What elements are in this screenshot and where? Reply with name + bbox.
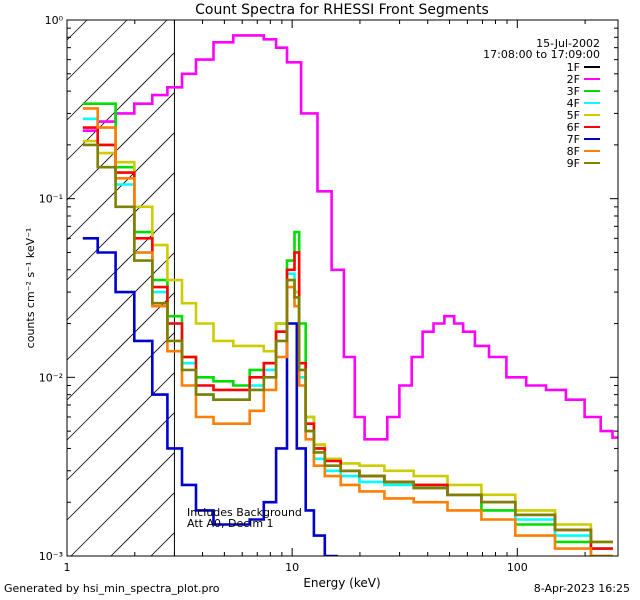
y-tick-label: 10⁻³ xyxy=(39,550,63,563)
legend-label-4F: 4F xyxy=(567,97,580,110)
time-range-label: 17:08:00 to 17:09:00 xyxy=(483,48,600,61)
x-tick-label: 10 xyxy=(285,561,299,574)
footer-generated-by: Generated by hsi_min_spectra_plot.pro xyxy=(4,582,220,595)
legend-label-5F: 5F xyxy=(567,109,580,122)
hatch-line xyxy=(66,372,175,481)
hatch-line xyxy=(66,332,175,441)
hatch-line xyxy=(66,172,175,281)
hatch-line xyxy=(66,212,175,321)
annotation-attenuator: Att A0, Decim 1 xyxy=(187,517,274,530)
x-tick-label: 1 xyxy=(64,561,71,574)
series-3F-line xyxy=(82,102,613,556)
spectra-series xyxy=(82,34,618,556)
x-tick-label: 100 xyxy=(507,561,528,574)
y-axis-label: counts cm⁻² s⁻¹ keV⁻¹ xyxy=(24,228,37,349)
legend-label-6F: 6F xyxy=(567,121,580,134)
hatch-line xyxy=(66,19,128,81)
axis-ticks: 1 10 100 10⁰ 10⁻¹ 10⁻² 10⁻³ xyxy=(39,14,618,574)
hatch-line xyxy=(66,292,175,401)
legend-label-1F: 1F xyxy=(567,61,580,74)
x-axis-label: Energy (keV) xyxy=(303,576,380,590)
hatch-line xyxy=(66,19,88,41)
y-tick-label: 10⁰ xyxy=(45,14,64,27)
annotation-background: Includes Background xyxy=(187,506,302,519)
legend-label-9F: 9F xyxy=(567,157,580,170)
series-2F-line xyxy=(82,34,618,441)
plot-frame xyxy=(66,19,619,557)
hatch-line xyxy=(66,92,175,201)
legend-label-3F: 3F xyxy=(567,85,580,98)
hatch-line xyxy=(110,492,175,557)
series-7F-line xyxy=(82,237,338,556)
hatch-line xyxy=(66,132,175,241)
legend-label-8F: 8F xyxy=(567,145,580,158)
series-5F-line xyxy=(82,139,613,544)
attenuator-hatch-region xyxy=(66,19,175,557)
chart-title: Count Spectra for RHESSI Front Segments xyxy=(195,2,489,18)
hatch-line xyxy=(70,452,175,557)
y-tick-label: 10⁻² xyxy=(39,371,63,384)
y-tick-label: 10⁻¹ xyxy=(39,193,63,206)
footer-timestamp: 8-Apr-2023 16:25 xyxy=(533,582,630,595)
legend-label-2F: 2F xyxy=(567,73,580,86)
series-8F-line xyxy=(82,107,613,556)
hatch-line xyxy=(66,412,175,521)
legend-label-7F: 7F xyxy=(567,133,580,146)
hatch-line xyxy=(66,252,175,361)
hatch-line xyxy=(150,532,175,557)
date-label: 15-Jul-2002 xyxy=(536,37,600,50)
series-9F-line xyxy=(82,143,613,544)
